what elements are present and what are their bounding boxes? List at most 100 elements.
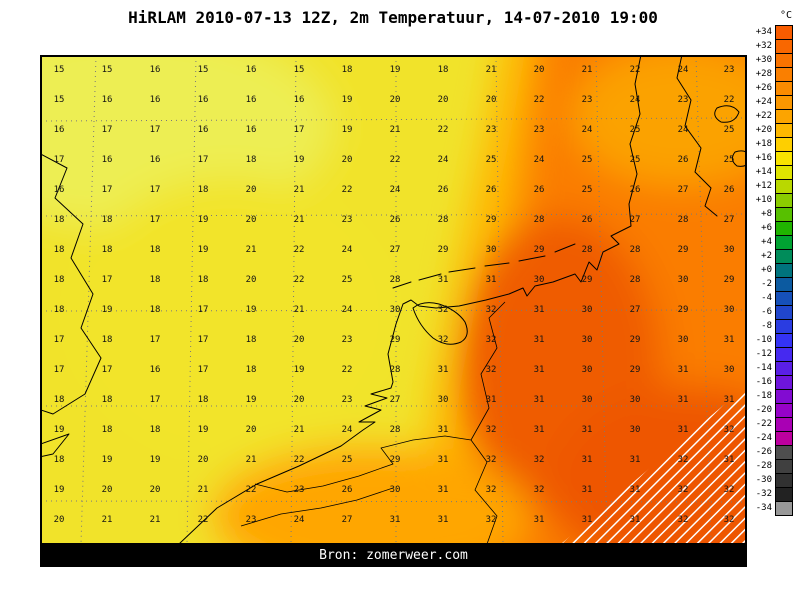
colorbar-row: -12 (746, 347, 796, 362)
temperature-value: 27 (390, 245, 401, 255)
temperature-value: 22 (438, 125, 449, 135)
temperature-value: 22 (246, 485, 257, 495)
colorbar-tick-label: -28 (755, 461, 772, 471)
temperature-value: 28 (390, 365, 401, 375)
temperature-value: 23 (342, 335, 353, 345)
temperature-value: 29 (678, 305, 689, 315)
temperature-map-canvas: 15 15 16 15 16 15 18 19 18 21 20 21 22 24 23 15 16 16 16 16… (41, 56, 746, 544)
colorbar-tick-label: +2 (761, 251, 772, 261)
temperature-value: 31 (534, 305, 545, 315)
temperature-value: 31 (678, 365, 689, 375)
temperature-value: 27 (724, 215, 735, 225)
temperature-value: 22 (534, 95, 545, 105)
colorbar-row: -16 (746, 375, 796, 390)
colorbar-row: +4 (746, 235, 796, 250)
temperature-value: 25 (582, 155, 593, 165)
temperature-value: 25 (724, 125, 735, 135)
temperature-value: 30 (630, 425, 641, 435)
colorbar-row: +22 (746, 109, 796, 124)
temperature-value: 30 (724, 365, 735, 375)
colorbar-row: -22 (746, 417, 796, 432)
temperature-value: 20 (54, 515, 65, 525)
temperature-value: 31 (582, 455, 593, 465)
border-be-nl (254, 435, 472, 493)
temperature-value: 19 (198, 215, 209, 225)
temperature-value: 31 (534, 425, 545, 435)
colorbar-swatch (775, 333, 793, 348)
colorbar-tick-label: +16 (755, 153, 772, 163)
colorbar-row: +6 (746, 221, 796, 236)
page-title: HiRLAM 2010-07-13 12Z, 2m Temperatuur, 1… (128, 8, 658, 27)
colorbar-tick-label: -2 (761, 279, 772, 289)
colorbar-swatch (775, 291, 793, 306)
colorbar-tick-label: +8 (761, 209, 772, 219)
colorbar-tick-label: -26 (755, 447, 772, 457)
temperature-value: 25 (630, 155, 641, 165)
temperature-value: 30 (534, 275, 545, 285)
temperature-value: 16 (198, 125, 209, 135)
temperature-value: 32 (678, 515, 689, 525)
temperature-value: 24 (390, 185, 401, 195)
temperature-value: 28 (438, 215, 449, 225)
temperature-value: 29 (390, 455, 401, 465)
temperature-value: 31 (724, 455, 735, 465)
temperature-value: 17 (150, 395, 161, 405)
temperature-value: 16 (150, 155, 161, 165)
temperature-value: 23 (678, 95, 689, 105)
temperature-value: 20 (246, 275, 257, 285)
colorbar-swatch (775, 123, 793, 138)
colorbar-row: +20 (746, 123, 796, 138)
temperature-value: 19 (54, 425, 65, 435)
colorbar-tick-label: -30 (755, 475, 772, 485)
temperature-value: 18 (54, 395, 65, 405)
colorbar-swatch (775, 375, 793, 390)
temperature-field (41, 56, 746, 544)
colorbar-swatch (775, 319, 793, 334)
colorbar-tick-label: -32 (755, 489, 772, 499)
temperature-value: 18 (198, 185, 209, 195)
temperature-value: 16 (294, 95, 305, 105)
temperature-value: 18 (198, 275, 209, 285)
temperature-value: 20 (390, 95, 401, 105)
temperature-value: 18 (150, 305, 161, 315)
temperature-value: 26 (342, 485, 353, 495)
colorbar-row: -26 (746, 445, 796, 460)
temperature-value: 19 (294, 155, 305, 165)
temperature-value: 17 (198, 365, 209, 375)
temperature-value: 17 (102, 365, 113, 375)
border-fr-be (240, 487, 394, 527)
colorbar-tick-label: -8 (761, 321, 772, 331)
source-text: Bron: zomerweer.com (319, 548, 468, 563)
temperature-value: 30 (582, 365, 593, 375)
temperature-value: 31 (438, 365, 449, 375)
colorbar-swatch (775, 249, 793, 264)
temperature-value: 19 (294, 365, 305, 375)
temperature-value: 18 (54, 215, 65, 225)
temperature-value: 21 (246, 455, 257, 465)
temperature-value: 26 (390, 215, 401, 225)
colorbar-swatch (775, 403, 793, 418)
temperature-value: 20 (294, 335, 305, 345)
temperature-value: 19 (390, 65, 401, 75)
colorbar-tick-label: +22 (755, 111, 772, 121)
coastline-denmark (676, 56, 718, 217)
temperature-value: 20 (438, 95, 449, 105)
colorbar-row: -2 (746, 277, 796, 292)
colorbar-row: +24 (746, 95, 796, 110)
colorbar-row: -14 (746, 361, 796, 376)
colorbar-tick-label: -14 (755, 363, 772, 373)
temperature-value: 32 (438, 335, 449, 345)
temperature-value: 32 (486, 455, 497, 465)
temperature-value: 31 (486, 395, 497, 405)
colorbar-tick-label: +0 (761, 265, 772, 275)
temperature-value: 18 (54, 455, 65, 465)
temperature-value: 23 (342, 395, 353, 405)
colorbar-row: +12 (746, 179, 796, 194)
temperature-value: 18 (246, 365, 257, 375)
temperature-value: 32 (486, 425, 497, 435)
temperature-value: 17 (150, 335, 161, 345)
temperature-value: 20 (246, 185, 257, 195)
colorbar-swatch (775, 305, 793, 320)
temperature-value: 20 (486, 95, 497, 105)
temperature-value: 18 (150, 275, 161, 285)
